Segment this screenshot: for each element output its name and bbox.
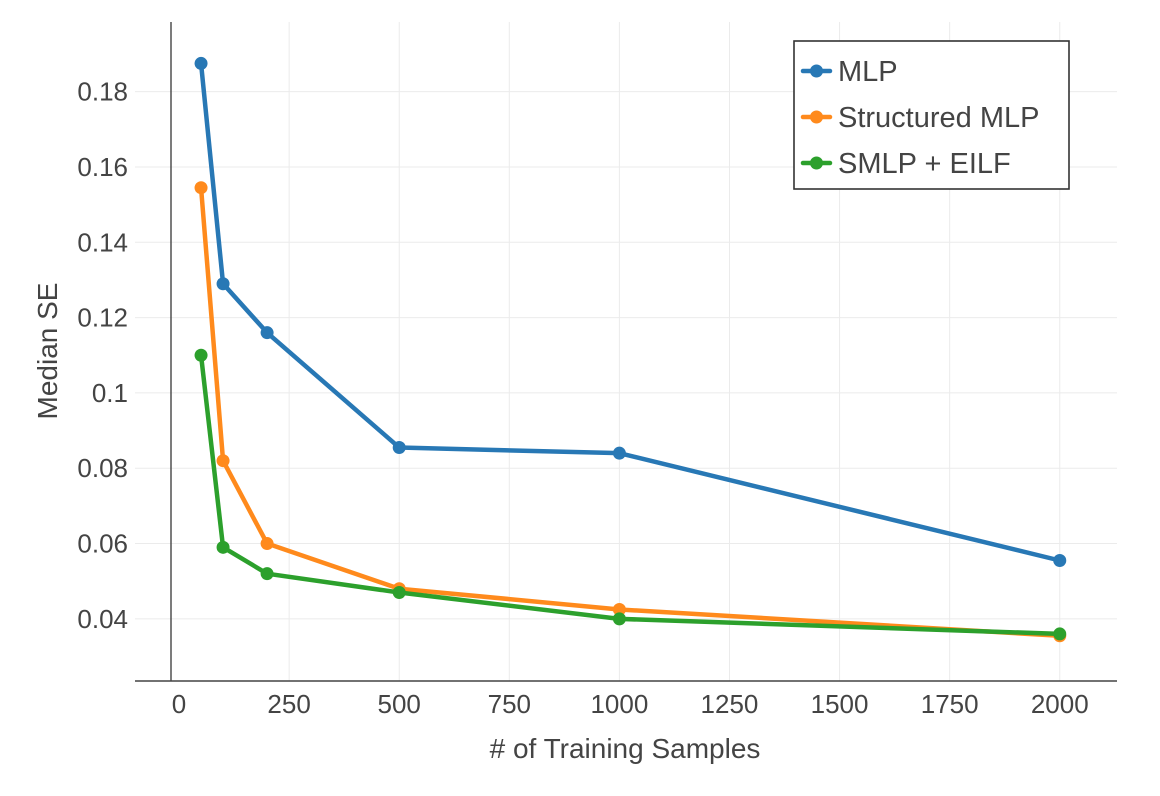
data-point-smlp-eilf	[194, 348, 208, 362]
legend-label-smlp-eilf: SMLP + EILF	[838, 148, 1011, 180]
x-tick-label: 1750	[921, 689, 979, 719]
legend-label-structured-mlp: Structured MLP	[838, 102, 1039, 134]
legend-marker-smlp-eilf	[810, 156, 823, 170]
data-point-smlp-eilf	[1053, 627, 1067, 641]
data-point-mlp	[1053, 553, 1067, 567]
y-tick-label: 0.14	[77, 227, 128, 257]
axes	[135, 22, 1117, 682]
data-point-mlp	[392, 441, 406, 455]
x-tick-label: 500	[378, 689, 421, 719]
y-tick-label: 0.12	[77, 303, 128, 333]
y-tick-label: 0.1	[92, 378, 128, 408]
data-point-smlp-eilf	[260, 567, 274, 581]
legend-marker-structured-mlp	[810, 110, 823, 124]
data-point-mlp	[194, 56, 208, 70]
data-point-smlp-eilf	[216, 540, 230, 554]
y-tick-label: 0.04	[77, 604, 128, 634]
x-tick-label: 250	[267, 689, 310, 719]
x-tick-label: 1000	[590, 689, 648, 719]
data-point-structured-mlp	[260, 537, 274, 551]
y-tick-label: 0.16	[77, 152, 128, 182]
x-tick-label: 1500	[811, 689, 869, 719]
data-series	[194, 56, 1067, 643]
data-point-structured-mlp	[194, 181, 208, 195]
data-point-mlp	[612, 446, 626, 460]
data-point-smlp-eilf	[612, 612, 626, 626]
series-line-smlp-eilf	[198, 353, 1062, 637]
data-point-structured-mlp	[216, 454, 230, 468]
legend-marker-mlp	[810, 64, 823, 78]
data-point-mlp	[216, 277, 230, 291]
series-line-structured-mlp	[198, 185, 1062, 639]
y-tick-label: 0.06	[77, 529, 128, 559]
data-point-structured-mlp	[612, 602, 626, 616]
legend-label-mlp: MLP	[838, 56, 898, 88]
y-tick-label: 0.18	[77, 77, 128, 107]
x-tick-label: 0	[172, 689, 186, 719]
data-point-smlp-eilf	[392, 586, 406, 600]
x-tick-label: 1250	[701, 689, 759, 719]
x-tick-label: 750	[488, 689, 531, 719]
series-line-mlp	[198, 61, 1062, 563]
x-axis-title: # of Training Samples	[490, 733, 761, 764]
tick-labels: 0 250 500 750 1000 1250 1500 1750 2000 0.04 0.06 0.…	[77, 77, 1088, 719]
y-axis-title: Median SE	[32, 283, 63, 420]
legend-box	[793, 40, 1070, 190]
data-point-mlp	[260, 326, 274, 340]
y-tick-label: 0.08	[77, 453, 128, 483]
legend: MLP Structured MLP SMLP + EILF	[793, 40, 1070, 190]
x-tick-label: 2000	[1031, 689, 1089, 719]
